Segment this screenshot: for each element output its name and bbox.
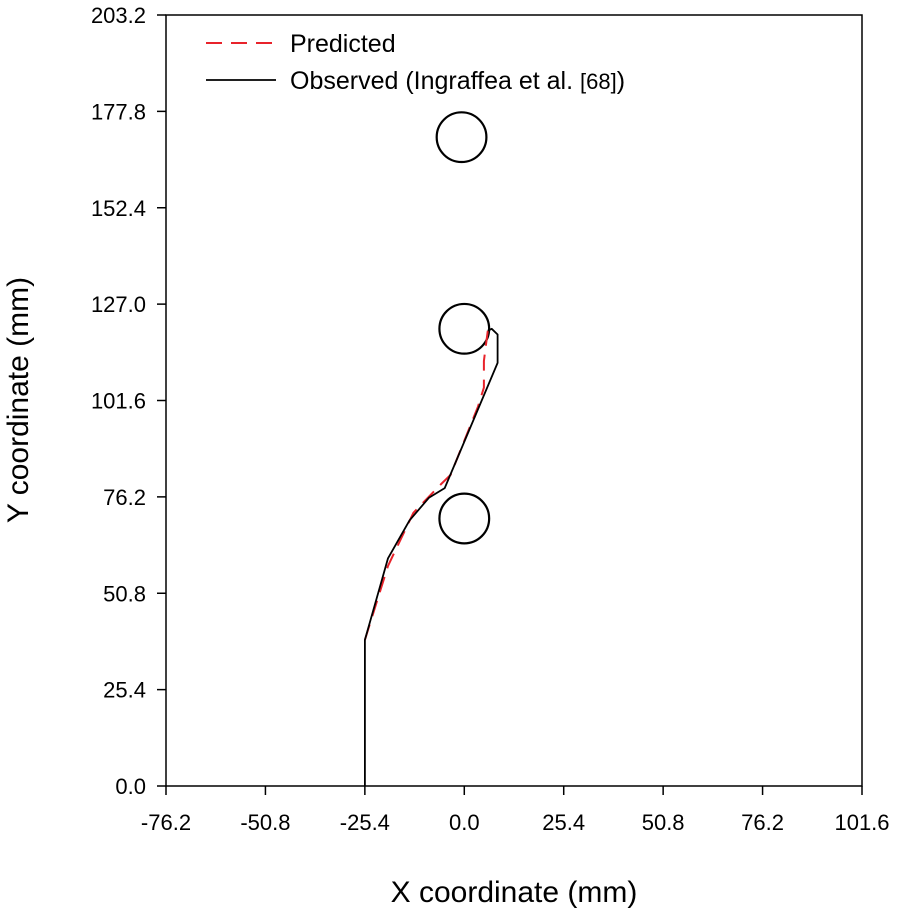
y-tick-label: 152.4 (91, 196, 146, 221)
x-tick-label: -76.2 (141, 810, 191, 835)
legend-observed-text: Observed (Ingraffea et al. (290, 67, 580, 95)
y-tick-label: 127.0 (91, 292, 146, 317)
y-tick-label: 203.2 (91, 3, 146, 28)
legend-predicted-label: Predicted (290, 30, 396, 58)
y-tick-label: 177.8 (91, 99, 146, 124)
x-axis-title: X coordinate (mm) (391, 876, 638, 909)
x-tick-label: 50.8 (642, 810, 685, 835)
y-tick-label: 50.8 (103, 581, 146, 606)
lower-hole (438, 492, 491, 545)
y-axis-ticks: 0.0 25.4 50.8 76.2 101.6 127.0 152.4 177.8 203.2 (91, 3, 166, 799)
x-tick-label: 76.2 (741, 810, 784, 835)
x-tick-label: -25.4 (340, 810, 390, 835)
x-axis-ticks: -76.2 -50.8 -25.4 0.0 25.4 50.8 76.2 101.6 (141, 786, 890, 835)
predicted-path-line (363, 330, 489, 641)
y-tick-label: 101.6 (91, 389, 146, 414)
y-tick-label: 25.4 (103, 678, 146, 703)
y-tick-label: 0.0 (115, 774, 146, 799)
y-tick-label: 76.2 (103, 485, 146, 510)
upper-hole (435, 111, 488, 164)
x-tick-label: 0.0 (449, 810, 480, 835)
x-tick-label: 25.4 (542, 810, 585, 835)
legend-observed-label: Observed (Ingraffea et al. [68]) (290, 67, 625, 95)
plot-frame (165, 14, 863, 787)
x-tick-label: 101.6 (834, 810, 889, 835)
legend: Predicted Observed (Ingraffea et al. [68… (206, 30, 625, 95)
middle-hole (438, 302, 491, 355)
y-axis-title: Y coordinate (mm) (2, 277, 35, 523)
legend-observed-ref: [68] (580, 69, 617, 94)
plot-content (363, 111, 499, 786)
observed-path-line (364, 327, 499, 786)
x-tick-label: -50.8 (240, 810, 290, 835)
